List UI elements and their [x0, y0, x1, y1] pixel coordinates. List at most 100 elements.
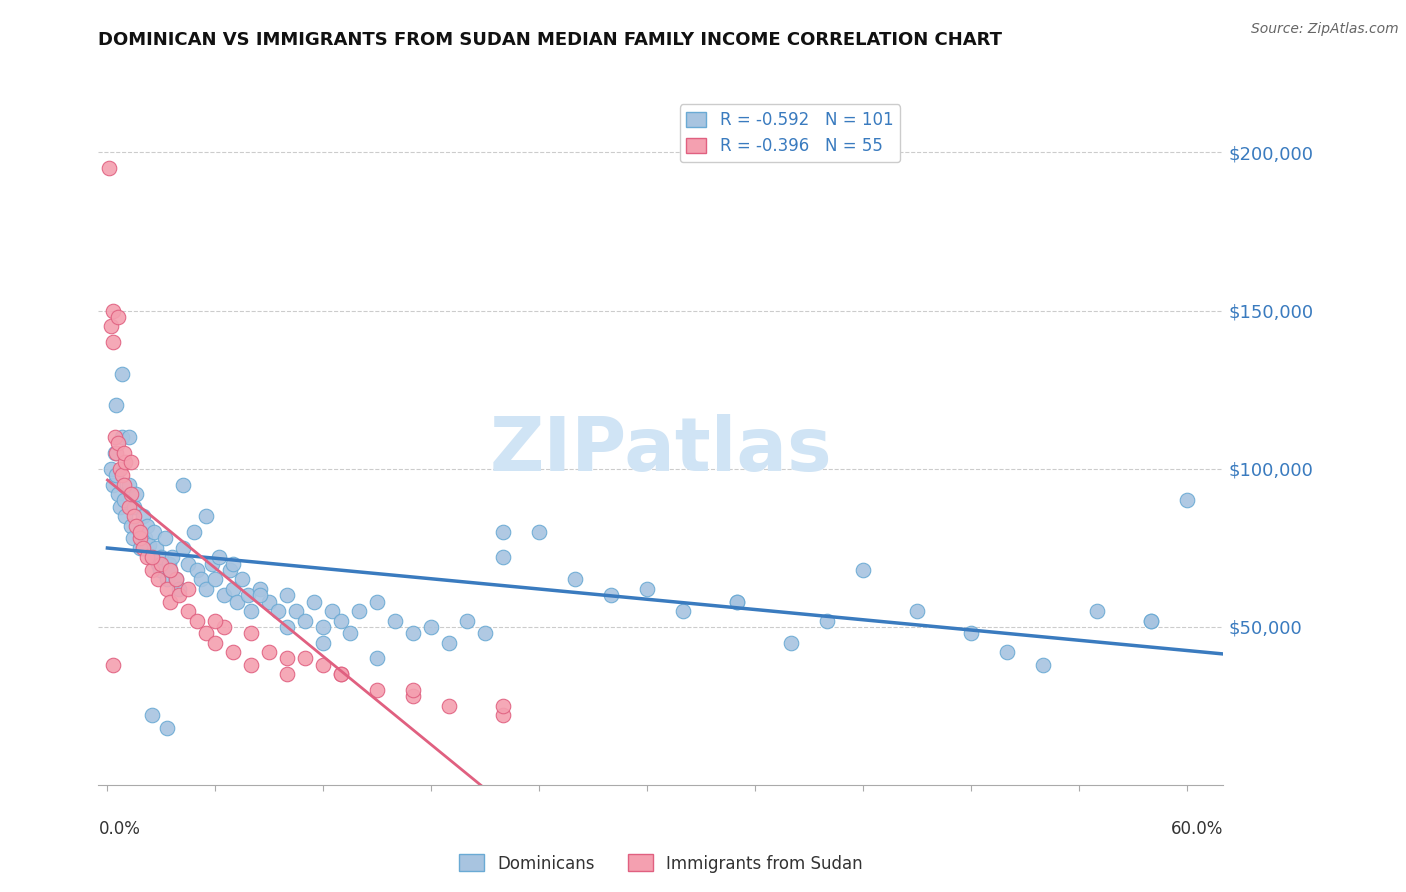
- Text: ZIPatlas: ZIPatlas: [489, 415, 832, 488]
- Point: [124, 509, 146, 524]
- Point: [195, 626, 218, 640]
- Point: [201, 557, 224, 571]
- Point: [105, 468, 128, 483]
- Point: [294, 614, 316, 628]
- Point: [420, 620, 443, 634]
- Point: [815, 614, 838, 628]
- Text: 60.0%: 60.0%: [1171, 820, 1223, 838]
- Point: [249, 582, 271, 596]
- Point: [111, 367, 134, 381]
- Point: [138, 538, 160, 552]
- Point: [1175, 493, 1198, 508]
- Point: [186, 614, 208, 628]
- Point: [111, 430, 134, 444]
- Point: [439, 698, 461, 713]
- Point: [125, 487, 148, 501]
- Point: [995, 645, 1018, 659]
- Point: [101, 335, 124, 350]
- Point: [439, 635, 461, 649]
- Point: [226, 594, 249, 608]
- Point: [259, 594, 281, 608]
- Point: [204, 573, 226, 587]
- Point: [149, 563, 172, 577]
- Point: [214, 620, 236, 634]
- Point: [156, 573, 179, 587]
- Point: [564, 573, 586, 587]
- Point: [312, 620, 335, 634]
- Point: [105, 399, 128, 413]
- Point: [339, 626, 361, 640]
- Point: [146, 573, 169, 587]
- Point: [204, 614, 226, 628]
- Point: [128, 531, 150, 545]
- Point: [157, 557, 180, 571]
- Point: [172, 477, 194, 491]
- Point: [366, 683, 388, 698]
- Point: [112, 493, 135, 508]
- Point: [101, 657, 124, 672]
- Point: [285, 604, 308, 618]
- Point: [218, 563, 240, 577]
- Point: [492, 550, 515, 565]
- Point: [492, 708, 515, 723]
- Point: [141, 708, 163, 723]
- Point: [120, 487, 142, 501]
- Point: [636, 582, 658, 596]
- Point: [156, 582, 179, 596]
- Point: [120, 455, 142, 469]
- Point: [146, 557, 169, 571]
- Point: [104, 430, 127, 444]
- Point: [214, 588, 236, 602]
- Point: [267, 604, 290, 618]
- Point: [112, 446, 135, 460]
- Point: [222, 645, 245, 659]
- Point: [134, 531, 156, 545]
- Point: [905, 604, 928, 618]
- Point: [294, 651, 316, 665]
- Point: [402, 683, 425, 698]
- Point: [529, 524, 551, 539]
- Point: [107, 310, 129, 324]
- Text: 0.0%: 0.0%: [98, 820, 141, 838]
- Point: [101, 477, 124, 491]
- Point: [330, 614, 353, 628]
- Point: [105, 446, 128, 460]
- Point: [128, 524, 150, 539]
- Point: [132, 541, 155, 555]
- Point: [222, 582, 245, 596]
- Point: [177, 557, 200, 571]
- Point: [259, 645, 281, 659]
- Point: [177, 582, 200, 596]
- Point: [330, 667, 353, 681]
- Point: [456, 614, 478, 628]
- Point: [159, 563, 181, 577]
- Point: [177, 604, 200, 618]
- Point: [231, 573, 253, 587]
- Point: [725, 594, 748, 608]
- Point: [321, 604, 343, 618]
- Point: [121, 531, 143, 545]
- Point: [141, 550, 163, 565]
- Point: [208, 550, 231, 565]
- Point: [492, 524, 515, 539]
- Point: [672, 604, 695, 618]
- Point: [124, 500, 146, 514]
- Point: [141, 563, 163, 577]
- Point: [118, 477, 141, 491]
- Text: Source: ZipAtlas.com: Source: ZipAtlas.com: [1251, 22, 1399, 37]
- Point: [160, 550, 183, 565]
- Point: [114, 455, 136, 469]
- Point: [156, 721, 179, 735]
- Point: [165, 573, 187, 587]
- Point: [120, 518, 142, 533]
- Point: [183, 524, 205, 539]
- Point: [366, 651, 388, 665]
- Point: [276, 651, 298, 665]
- Point: [1032, 657, 1054, 672]
- Point: [100, 461, 122, 475]
- Point: [172, 541, 194, 555]
- Point: [276, 620, 298, 634]
- Point: [240, 657, 263, 672]
- Legend: R = -0.592   N = 101, R = -0.396   N = 55: R = -0.592 N = 101, R = -0.396 N = 55: [679, 104, 900, 162]
- Point: [474, 626, 496, 640]
